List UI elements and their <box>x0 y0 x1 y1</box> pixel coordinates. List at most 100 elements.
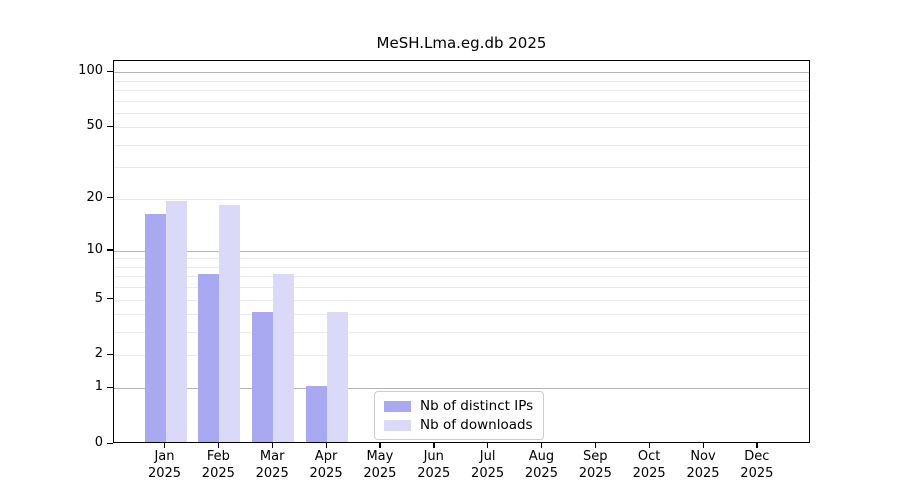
x-tick-year: 2025 <box>578 465 612 481</box>
x-tick-month: May <box>366 449 394 464</box>
gridline-minor <box>114 198 809 200</box>
x-tick-month: Sep <box>583 449 608 464</box>
x-tick-year: 2025 <box>363 465 397 481</box>
y-axis-tick <box>107 249 113 251</box>
x-axis-tick <box>540 443 543 448</box>
x-tick-year: 2025 <box>686 465 720 481</box>
x-tick-year: 2025 <box>740 465 774 481</box>
x-tick-year: 2025 <box>632 465 666 481</box>
x-tick-label: May 2025 <box>350 449 410 482</box>
gridline-minor <box>114 112 809 114</box>
gridline-minor <box>114 332 809 334</box>
x-tick-year: 2025 <box>471 465 505 481</box>
y-tick-label: 1 <box>94 379 103 395</box>
y-axis-tick <box>107 298 113 300</box>
gridline-minor <box>114 258 809 260</box>
x-axis-tick <box>594 443 597 448</box>
x-tick-month: Apr <box>314 449 338 464</box>
x-axis-tick <box>325 443 327 448</box>
y-axis-tick <box>107 125 113 127</box>
chart-title: MeSH.Lma.eg.db 2025 <box>376 34 547 52</box>
x-axis-tick <box>756 443 758 448</box>
gridline-minor <box>114 89 809 91</box>
x-tick-label: Dec 2025 <box>727 449 787 482</box>
x-tick-label: Jun 2025 <box>404 449 464 482</box>
x-tick-label: Sep 2025 <box>565 449 625 482</box>
x-tick-month: Jan <box>154 449 175 464</box>
bar-distinct-ips-jan <box>144 213 166 442</box>
bar-downloads-apr <box>327 312 349 442</box>
legend-label-distinct-ips: Nb of distinct IPs <box>420 398 534 414</box>
y-tick-label: 10 <box>86 241 103 257</box>
y-tick-label: 20 <box>86 189 103 205</box>
gridline-minor <box>114 266 809 268</box>
legend-item-distinct-ips: Nb of distinct IPs <box>384 398 533 414</box>
x-tick-year: 2025 <box>147 465 182 481</box>
x-tick-year: 2025 <box>309 465 343 481</box>
legend: Nb of distinct IPs Nb of downloads <box>374 391 545 440</box>
gridline-minor <box>114 299 809 301</box>
bar-distinct-ips-mar <box>252 312 274 442</box>
x-tick-label: Oct 2025 <box>619 449 679 482</box>
x-axis-tick <box>648 443 650 448</box>
gridline-minor <box>114 314 809 316</box>
legend-label-downloads: Nb of downloads <box>420 417 533 433</box>
x-tick-month: Mar <box>259 449 285 464</box>
x-axis-tick <box>217 443 220 448</box>
y-tick-label: 5 <box>94 290 103 306</box>
x-tick-month: Aug <box>528 449 555 464</box>
x-axis-tick <box>487 443 489 448</box>
y-tick-label: 0 <box>94 435 103 450</box>
x-tick-label: Jan 2025 <box>135 449 195 482</box>
x-tick-month: Jun <box>423 449 444 464</box>
plot-area <box>113 60 810 443</box>
x-axis-tick <box>271 443 273 448</box>
y-axis-tick <box>107 353 113 356</box>
x-tick-label: Jul 2025 <box>458 449 518 482</box>
gridline-minor <box>114 80 809 82</box>
x-tick-month: Dec <box>744 449 770 464</box>
gridline-minor <box>114 144 809 146</box>
y-axis-tick <box>107 70 113 72</box>
legend-item-downloads: Nb of downloads <box>384 417 533 433</box>
bar-distinct-ips-apr <box>306 386 328 442</box>
x-axis-tick <box>433 443 435 448</box>
gridline-minor <box>114 127 809 129</box>
x-tick-year: 2025 <box>201 465 235 481</box>
gridline-minor <box>114 167 809 169</box>
bar-downloads-jan <box>165 200 187 442</box>
bar-downloads-mar <box>273 274 295 442</box>
gridline-major <box>114 72 809 74</box>
x-tick-month: Jul <box>479 449 496 464</box>
legend-swatch-distinct-ips-icon <box>384 400 411 412</box>
x-tick-label: Apr 2025 <box>296 449 356 482</box>
bar-downloads-feb <box>219 204 241 442</box>
x-tick-label: Mar 2025 <box>242 449 302 482</box>
x-tick-label: Feb 2025 <box>188 449 248 482</box>
y-tick-label: 2 <box>94 346 103 362</box>
y-axis-tick <box>107 442 113 444</box>
x-tick-year: 2025 <box>524 465 558 481</box>
legend-swatch-downloads-icon <box>384 419 411 431</box>
x-axis-tick <box>702 443 704 448</box>
x-tick-month: Nov <box>690 449 716 464</box>
bar-distinct-ips-feb <box>198 274 220 442</box>
x-axis-tick <box>164 443 166 448</box>
gridline-minor <box>114 355 809 357</box>
y-axis-tick <box>107 386 113 388</box>
gridline-minor <box>114 100 809 102</box>
y-tick-label: 100 <box>78 63 103 79</box>
x-tick-label: Nov 2025 <box>673 449 733 482</box>
gridline-major <box>114 250 809 252</box>
x-tick-year: 2025 <box>417 465 451 481</box>
x-tick-year: 2025 <box>255 465 289 481</box>
x-tick-month: Oct <box>637 449 661 464</box>
x-axis-tick <box>379 443 381 448</box>
gridline-minor <box>114 276 809 278</box>
y-axis-tick <box>107 197 113 199</box>
gridline-minor <box>114 287 809 289</box>
y-tick-label: 50 <box>86 118 103 134</box>
gridline-major <box>114 388 809 390</box>
x-tick-label: Aug 2025 <box>511 449 571 482</box>
